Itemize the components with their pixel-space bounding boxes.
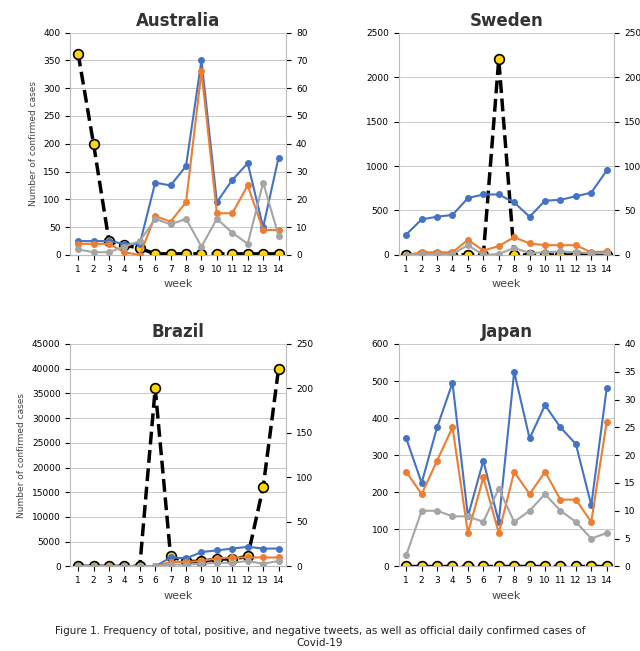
Title: Japan: Japan: [481, 323, 532, 341]
Title: Brazil: Brazil: [152, 323, 205, 341]
Y-axis label: Number of confirmed cases: Number of confirmed cases: [29, 81, 38, 206]
Text: Figure 1. Frequency of total, positive, and negative tweets, as well as official: Figure 1. Frequency of total, positive, …: [55, 626, 585, 648]
X-axis label: week: week: [492, 590, 521, 601]
X-axis label: week: week: [164, 590, 193, 601]
X-axis label: week: week: [492, 279, 521, 289]
Title: Sweden: Sweden: [470, 12, 543, 29]
X-axis label: week: week: [164, 279, 193, 289]
Y-axis label: Number of confirmed cases: Number of confirmed cases: [17, 393, 26, 518]
Title: Australia: Australia: [136, 12, 220, 29]
